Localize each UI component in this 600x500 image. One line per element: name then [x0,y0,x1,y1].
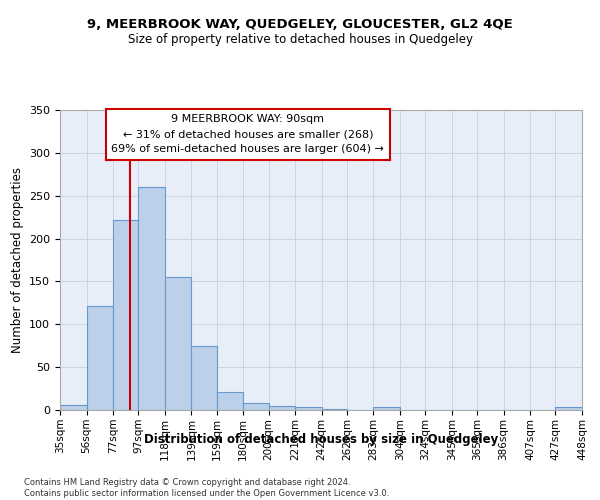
Text: 9 MEERBROOK WAY: 90sqm
← 31% of detached houses are smaller (268)
69% of semi-de: 9 MEERBROOK WAY: 90sqm ← 31% of detached… [112,114,385,154]
Bar [191,346,217,410]
Bar [322,409,347,410]
Bar [113,220,139,410]
Text: Contains HM Land Registry data © Crown copyright and database right 2024.
Contai: Contains HM Land Registry data © Crown c… [24,478,389,498]
Bar [243,403,269,410]
Bar [139,187,165,410]
Bar [556,408,582,410]
Bar [60,405,86,410]
Bar [165,277,191,410]
Text: Distribution of detached houses by size in Quedgeley: Distribution of detached houses by size … [144,432,498,446]
Text: Size of property relative to detached houses in Quedgeley: Size of property relative to detached ho… [128,32,473,46]
Bar [217,392,243,410]
Bar [295,408,322,410]
Bar [269,406,295,410]
Text: 9, MEERBROOK WAY, QUEDGELEY, GLOUCESTER, GL2 4QE: 9, MEERBROOK WAY, QUEDGELEY, GLOUCESTER,… [87,18,513,30]
Bar [373,408,400,410]
Y-axis label: Number of detached properties: Number of detached properties [11,167,23,353]
Bar [86,306,113,410]
